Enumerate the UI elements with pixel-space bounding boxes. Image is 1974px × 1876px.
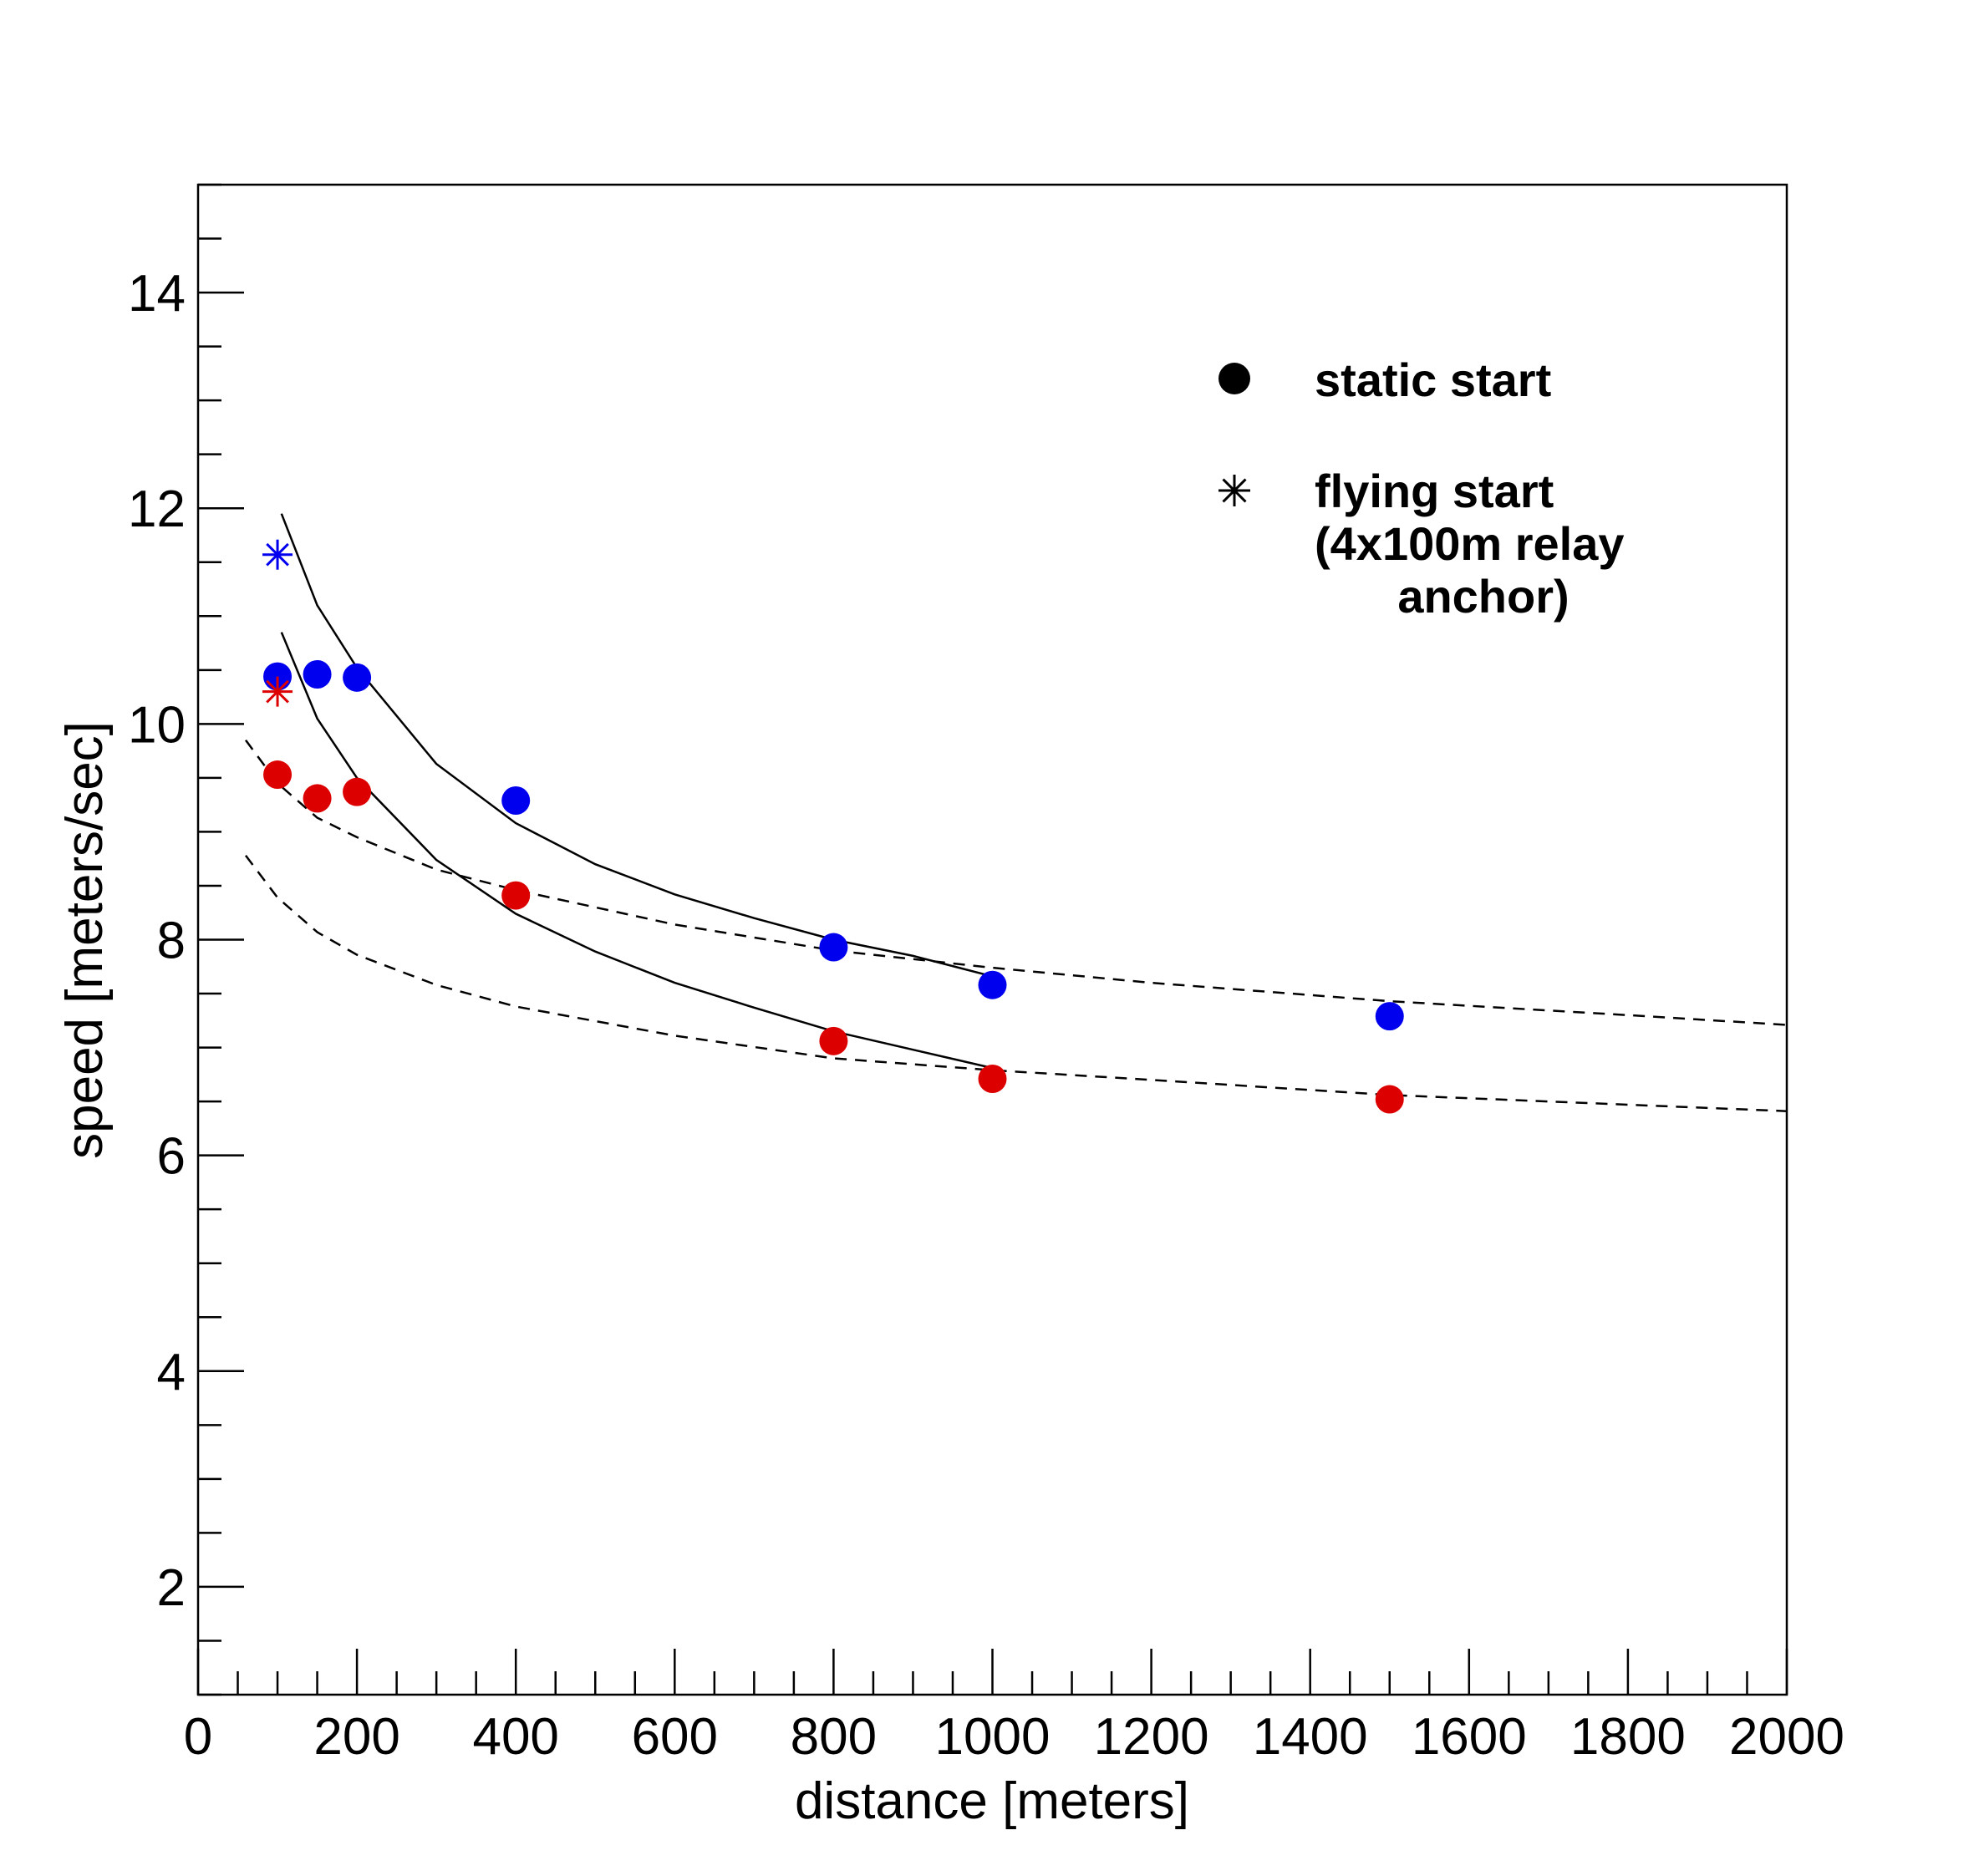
y-tick-label: 2: [157, 1559, 186, 1617]
y-tick-label: 6: [157, 1128, 186, 1186]
x-tick-label: 1400: [1253, 1708, 1368, 1766]
legend: static start flying start(4x100m relayanc…: [1218, 353, 1625, 623]
y-axis-title: speed [meters/sec]: [56, 721, 114, 1159]
x-tick-label: 0: [184, 1708, 212, 1766]
legend-label-flying-start-line: anchor): [1397, 570, 1569, 623]
x-axis-title: distance [meters]: [795, 1772, 1189, 1830]
solid-fit-curve: [280, 632, 993, 1070]
data-point-asterisk-stroke: [266, 542, 289, 567]
x-tick-label: 600: [632, 1708, 718, 1766]
data-point-circle: [1375, 1002, 1404, 1031]
data-point-circle: [343, 777, 372, 806]
legend-circle-marker: [1218, 363, 1250, 394]
legend-label-static-start: static start: [1315, 353, 1551, 406]
x-tick-label: 1600: [1412, 1708, 1527, 1766]
x-tick-label: 2000: [1729, 1708, 1844, 1766]
legend-label-flying-start-line: flying start: [1315, 465, 1554, 517]
fit-curves: [244, 513, 1788, 1112]
data-point-circle: [263, 760, 293, 790]
x-tick-label: 1800: [1570, 1708, 1686, 1766]
legend-asterisk-marker: [1218, 475, 1250, 506]
data-point-asterisk: [262, 539, 293, 570]
data-point-circle: [501, 881, 531, 910]
data-point-circle: [343, 663, 372, 692]
x-tick-label: 800: [791, 1708, 877, 1766]
data-point-circle: [978, 970, 1007, 999]
data-point-circle: [303, 784, 332, 813]
legend-asterisk-marker-stroke: [1222, 478, 1247, 503]
data-point-circle: [819, 1026, 848, 1055]
legend-label-flying-start-line: (4x100m relay: [1315, 517, 1625, 570]
x-tick-label: 1200: [1094, 1708, 1209, 1766]
y-tick-label: 12: [128, 480, 186, 538]
x-tick-label: 400: [472, 1708, 558, 1766]
y-tick-label: 10: [128, 696, 186, 754]
data-point-asterisk: [262, 676, 293, 707]
data-point-circle: [501, 785, 531, 815]
x-tick-label: 200: [313, 1708, 399, 1766]
data-point-circle: [303, 659, 332, 689]
y-tick-label: 4: [157, 1344, 186, 1401]
dashed-fit-curve: [244, 739, 1788, 1026]
y-tick-label: 14: [128, 265, 186, 323]
data-point-asterisk-stroke: [266, 679, 289, 704]
y-tick-label: 8: [157, 913, 186, 970]
data-point-circle: [978, 1065, 1007, 1094]
data-markers: [262, 539, 1404, 1114]
data-point-circle: [819, 933, 848, 962]
data-point-circle: [1375, 1085, 1404, 1114]
dashed-fit-curve: [245, 855, 1788, 1112]
solid-fit-curve: [280, 513, 993, 978]
y-axis: 2 4 6 8 10 12 14: [128, 183, 244, 1696]
x-axis: 0 200 400 600 800 1000 1200 1400 1600 1800 2000: [184, 1649, 1844, 1766]
x-tick-label: 1000: [935, 1708, 1051, 1766]
